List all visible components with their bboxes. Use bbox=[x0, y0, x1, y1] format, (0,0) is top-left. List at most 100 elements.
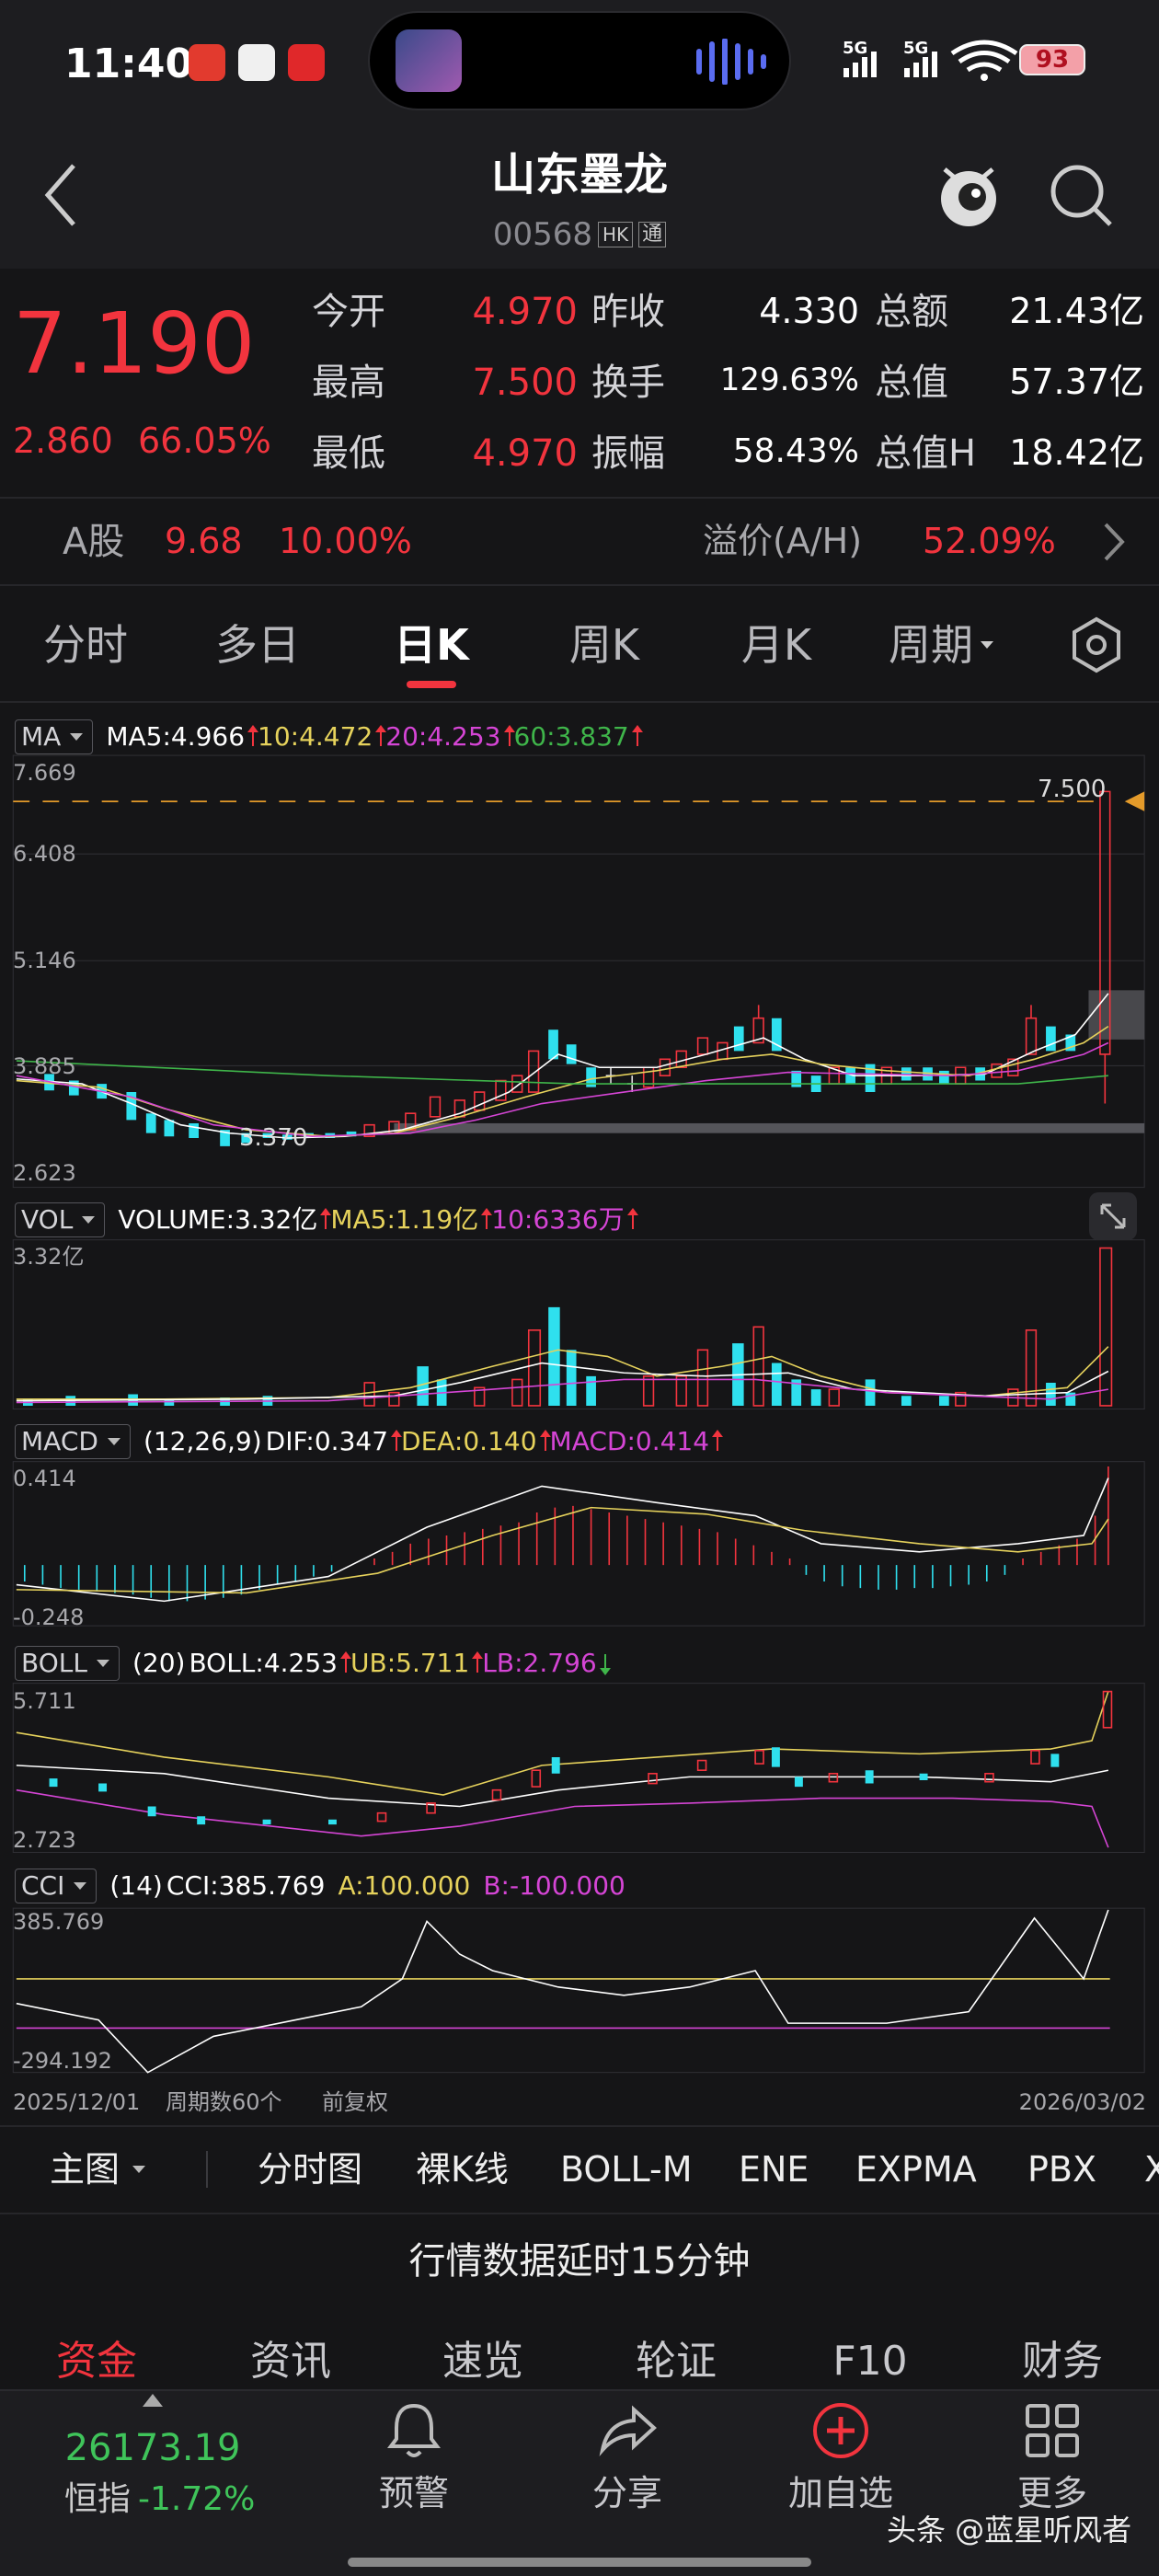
app-icon bbox=[238, 44, 275, 81]
vol-legend: VOL VOLUME:3.32亿 MA5:1.19亿 10:6336万 bbox=[15, 1202, 638, 1237]
field-label: 总值H bbox=[875, 432, 977, 475]
divider bbox=[0, 584, 1159, 586]
status-time: 11:40 bbox=[64, 40, 194, 87]
expand-button[interactable] bbox=[1087, 1190, 1139, 1242]
nav-item[interactable]: 更多 bbox=[1016, 2473, 1088, 2513]
toolbar-item[interactable]: BOLL-M bbox=[560, 2149, 693, 2190]
search-button[interactable] bbox=[1044, 158, 1118, 232]
up-arrow bbox=[481, 1208, 493, 1229]
info-tab-active[interactable]: 资金 bbox=[56, 2338, 137, 2385]
macd-legend: MACD (12,26,9) DIF:0.347 DEA:0.140 MACD:… bbox=[15, 1424, 724, 1459]
period-tab[interactable]: 分时 bbox=[43, 620, 128, 670]
field-label: 总值 bbox=[875, 362, 948, 404]
up-arrow bbox=[626, 1208, 638, 1229]
field-value: 4.970 bbox=[472, 432, 578, 475]
signal-label: 5G bbox=[903, 39, 929, 58]
legend-item: A:100.000 bbox=[338, 1870, 471, 1901]
up-arrow bbox=[503, 725, 515, 746]
indicator-selector[interactable]: BOLL bbox=[15, 1646, 120, 1681]
toolbar-item[interactable]: ENE bbox=[739, 2149, 809, 2190]
index-row[interactable]: 恒指 -1.72% bbox=[64, 2483, 255, 2516]
premium-chevron[interactable] bbox=[1100, 519, 1128, 565]
indicator-selector[interactable]: VOL bbox=[15, 1202, 106, 1237]
connect-badge: 通 bbox=[638, 222, 667, 247]
period-dropdown[interactable]: 周期 bbox=[889, 624, 993, 666]
premium-value: 52.09% bbox=[923, 521, 1056, 561]
nav-item[interactable]: 加自选 bbox=[787, 2473, 894, 2513]
caret bbox=[981, 641, 993, 649]
alert-icon bbox=[387, 2403, 441, 2457]
up-arrow bbox=[712, 1430, 724, 1451]
main-chart-dropdown[interactable]: 主图 bbox=[50, 2152, 146, 2187]
high-marker: 7.500 bbox=[1038, 776, 1107, 803]
index-name: 恒指 bbox=[64, 2480, 132, 2518]
period-tab[interactable]: 周K bbox=[568, 620, 640, 670]
more-icon bbox=[1026, 2404, 1079, 2457]
info-tab[interactable]: 轮证 bbox=[636, 2338, 717, 2385]
status-icons bbox=[843, 40, 1018, 81]
signal-label: 5G bbox=[843, 39, 868, 58]
nav-item[interactable]: 分享 bbox=[591, 2473, 663, 2513]
caret bbox=[96, 1660, 109, 1667]
axis-label: 0.414 bbox=[13, 1466, 76, 1491]
price-change-pct: 66.05% bbox=[138, 420, 271, 461]
legend-item: BOLL:4.253 bbox=[189, 1648, 338, 1678]
period-tab[interactable]: 多日 bbox=[215, 620, 300, 670]
back-button[interactable] bbox=[37, 158, 92, 232]
stock-code: 00568 bbox=[492, 216, 592, 253]
legend-params: (20) bbox=[132, 1648, 186, 1678]
caret bbox=[70, 733, 84, 741]
field-value: 57.37亿 bbox=[1009, 362, 1144, 402]
watermark: 头条 @蓝星听风者 bbox=[887, 2513, 1132, 2547]
field-value: 7.500 bbox=[472, 362, 578, 404]
index-value[interactable]: 26173.19 bbox=[64, 2427, 241, 2469]
indicator-name: MACD bbox=[21, 1426, 98, 1456]
indicator-selector[interactable]: MA bbox=[15, 719, 94, 754]
premium-label: 溢价(A/H) bbox=[703, 521, 863, 561]
legend-item: 60:3.837 bbox=[513, 721, 629, 752]
indicator-selector[interactable]: CCI bbox=[15, 1869, 98, 1903]
toolbar-clip: X bbox=[1141, 2144, 1159, 2199]
a-share-label: A股 bbox=[63, 521, 125, 563]
field-label: 最高 bbox=[312, 362, 385, 404]
divider bbox=[0, 497, 1159, 499]
nav-item[interactable]: 预警 bbox=[378, 2473, 450, 2513]
info-tab[interactable]: 速览 bbox=[442, 2338, 523, 2385]
toolbar-item[interactable]: 裸K线 bbox=[416, 2149, 509, 2190]
axis-label: 2.623 bbox=[13, 1160, 76, 1186]
battery: 93 bbox=[1019, 44, 1085, 75]
mascot-button[interactable] bbox=[932, 158, 1005, 232]
down-arrow bbox=[599, 1654, 611, 1675]
index-change: -1.72% bbox=[138, 2480, 256, 2518]
toolbar-item[interactable]: PBX bbox=[1027, 2149, 1097, 2190]
field-label: 今开 bbox=[312, 291, 385, 333]
axis-label: 385.769 bbox=[13, 1909, 105, 1935]
toolbar-item[interactable]: EXPMA bbox=[855, 2149, 977, 2190]
period-tab[interactable]: 月K bbox=[740, 620, 812, 670]
end-date: 2026/03/02 bbox=[1018, 2089, 1146, 2115]
field-label: 最低 bbox=[312, 432, 385, 475]
ma-legend: MA MA5:4.966 10:4.472 20:4.253 60:3.837 bbox=[15, 719, 643, 754]
up-arrow bbox=[320, 1208, 332, 1229]
settings-button[interactable] bbox=[1067, 615, 1126, 674]
audio-wave bbox=[696, 39, 766, 85]
indicator-selector[interactable]: MACD bbox=[15, 1424, 131, 1459]
legend-item: MA5:4.966 bbox=[106, 721, 246, 752]
legend-params: (14) bbox=[109, 1870, 163, 1901]
info-tab[interactable]: 财务 bbox=[1022, 2338, 1103, 2385]
field-label: 换手 bbox=[591, 362, 665, 404]
period-tab-active[interactable]: 日K bbox=[394, 620, 469, 670]
field-value: 4.330 bbox=[759, 291, 859, 331]
indicator-name: BOLL bbox=[21, 1648, 87, 1678]
info-tab[interactable]: F10 bbox=[832, 2338, 908, 2385]
legend-item: UB:5.711 bbox=[350, 1648, 470, 1678]
caret bbox=[107, 1438, 120, 1445]
home-indicator bbox=[348, 2558, 811, 2567]
toolbar-item[interactable]: 分时图 bbox=[258, 2149, 363, 2190]
toolbar-item[interactable]: X bbox=[1144, 2149, 1159, 2190]
info-tab[interactable]: 资讯 bbox=[250, 2338, 331, 2385]
exchange-badge: HK bbox=[598, 222, 634, 247]
period-count: 周期数60个 bbox=[166, 2089, 282, 2115]
